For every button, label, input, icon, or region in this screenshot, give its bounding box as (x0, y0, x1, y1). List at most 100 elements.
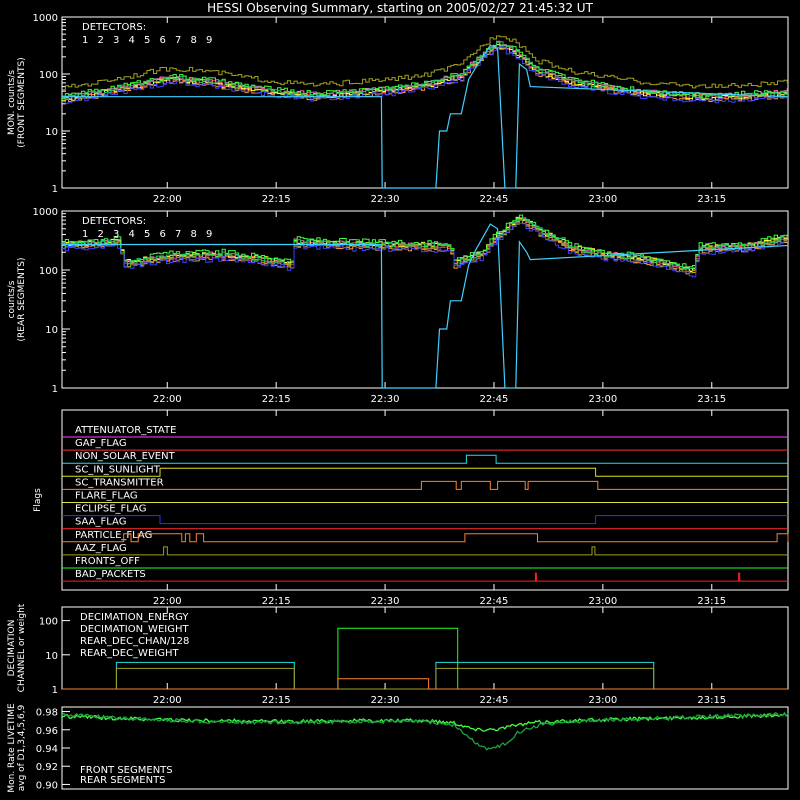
flags-xtick-label: 22:30 (371, 596, 400, 607)
front-series-det5 (62, 35, 788, 91)
front-ylabel: MON. counts/s (7, 70, 17, 135)
decimation-xtick-label: 22:45 (480, 695, 509, 706)
flags-ylabel: Flags (33, 488, 43, 512)
rear-xtick-label: 23:00 (588, 394, 617, 405)
rear-series-det8 (62, 223, 789, 389)
front-xtick-label: 22:45 (480, 194, 509, 205)
flags-plot: ATTENUATOR_STATE GAP_FLAG NON_SOLAR_EVENT S… (33, 410, 789, 607)
front-legend-det: 6 (160, 35, 166, 46)
front-xtick-label: 23:15 (697, 194, 726, 205)
rear-legend-det: 1 (82, 229, 88, 240)
decimation-series (62, 678, 788, 690)
front-ytick-label: 1000 (33, 13, 58, 24)
flag-line (62, 480, 788, 490)
decimation-xtick-label: 23:00 (588, 695, 617, 706)
front-ytick-label: 10 (45, 127, 58, 138)
decimation-ylabel: CHANNEL or weight (17, 603, 27, 692)
decimation-series (62, 667, 788, 690)
rear-ylabel: (REAR SEGMENTS) (17, 257, 27, 341)
rear-series-det9 (62, 222, 788, 278)
decimation-legend-item: REAR_DEC_CHAN/128 (80, 636, 189, 647)
flags-xtick-label: 22:00 (153, 596, 182, 607)
rear-ytick-label: 100 (39, 266, 58, 277)
flags-xtick-label: 22:15 (262, 596, 291, 607)
decimation-xtick-label: 23:15 (697, 695, 726, 706)
decimation-xtick-label: 22:15 (262, 695, 291, 706)
flag-label: GAP_FLAG (75, 438, 127, 449)
decimation-series (62, 661, 788, 690)
front-xtick-label: 23:00 (588, 194, 617, 205)
rear-legend-det: 2 (98, 229, 104, 240)
decimation-ytick-label: 10 (45, 651, 58, 662)
front-legend-det: 8 (191, 35, 197, 46)
rear-legend-det: 3 (113, 229, 119, 240)
chart-title: HESSI Observing Summary, starting on 200… (207, 1, 593, 15)
livetime-ylabel: Mon. Rate LIVETIME (7, 703, 17, 793)
flag-line (62, 467, 788, 477)
livetime-ylabel: avg of D1,3,4,5,6,9 (17, 704, 27, 791)
livetime-legend-item: FRONT SEGMENTS (80, 765, 173, 776)
decimation-legend-item: DECIMATION_WEIGHT (80, 624, 189, 635)
rear-xtick-label: 22:15 (262, 394, 291, 405)
flag-label: FLARE_FLAG (75, 491, 138, 502)
livetime-series (61, 711, 789, 751)
front-legend-det: 2 (98, 35, 104, 46)
front-segments-plot: 1 10 100 1000 22:00 22:15 22:30 22:45 23:00 23:15… (7, 13, 789, 205)
front-legend-det: 7 (175, 35, 181, 46)
front-xtick-label: 22:00 (153, 194, 182, 205)
flag-label: BAD_PACKETS (75, 569, 146, 580)
rear-series-det7 (62, 217, 788, 269)
rear-legend-det: 7 (175, 229, 181, 240)
rear-xtick-label: 22:30 (371, 394, 400, 405)
rear-legend-title: DETECTORS: (82, 216, 146, 227)
front-legend-det: 3 (113, 35, 119, 46)
rear-ytick-label: 1000 (33, 207, 58, 218)
front-series-det9 (62, 46, 788, 104)
decimation-ytick-label: 1 (52, 685, 58, 696)
rear-xtick-label: 23:15 (697, 394, 726, 405)
flags-xtick-label: 23:00 (588, 596, 617, 607)
flag-label: AAZ_FLAG (75, 543, 127, 554)
decimation-ytick-label: 100 (39, 617, 58, 628)
decimation-ylabel: DECIMATION (7, 620, 17, 677)
flag-label: FRONTS_OFF (75, 556, 140, 567)
flag-line (62, 546, 788, 556)
flag-line (62, 454, 788, 464)
flag-label: SC_TRANSMITTER (75, 477, 164, 488)
rear-panel-frame (61, 210, 789, 389)
rear-series-det6 (62, 214, 788, 270)
front-series-det7 (62, 41, 788, 101)
rear-segments-plot: 1 10 100 1000 22:00 22:15 22:30 22:45 23:00 23:15… (7, 207, 789, 405)
decimation-legend-item: REAR_DEC_WEIGHT (80, 648, 179, 659)
front-legend-det: 5 (144, 35, 150, 46)
livetime-ytick-label: 0.92 (36, 762, 58, 773)
livetime-ytick-label: 0.96 (36, 726, 58, 737)
flag-label: ECLIPSE_FLAG (75, 504, 146, 515)
rear-legend-det: 8 (191, 229, 197, 240)
flag-label: SC_IN_SUNLIGHT (75, 464, 161, 475)
flag-line (62, 515, 788, 525)
rear-ytick-label: 1 (52, 384, 58, 395)
flags-xtick-label: 22:45 (480, 596, 509, 607)
livetime-ytick-label: 0.94 (36, 744, 58, 755)
flag-line (62, 533, 789, 543)
front-legend-det: 1 (82, 35, 88, 46)
decimation-xtick-label: 22:00 (153, 695, 182, 706)
rear-legend-det: 6 (160, 229, 166, 240)
front-xtick-label: 22:15 (262, 194, 291, 205)
decimation-plot: 1 10 100 DECIMATION_ENERGYDECIMATION_WEIGHT… (7, 603, 788, 706)
rear-xtick-label: 22:45 (480, 394, 509, 405)
rear-ylabel: counts/s (7, 280, 17, 318)
rear-ytick-label: 10 (45, 325, 58, 336)
flags-xtick-label: 23:15 (697, 596, 726, 607)
rear-legend-det: 5 (144, 229, 150, 240)
decimation-xtick-label: 22:30 (371, 695, 400, 706)
flag-label: ATTENUATOR_STATE (75, 425, 176, 436)
flag-label: NON_SOLAR_EVENT (75, 451, 176, 462)
rear-legend-det: 9 (206, 229, 212, 240)
front-legend-det: 4 (129, 35, 135, 46)
rear-xtick-label: 22:00 (153, 394, 182, 405)
livetime-legend-item: REAR SEGMENTS (80, 775, 166, 786)
